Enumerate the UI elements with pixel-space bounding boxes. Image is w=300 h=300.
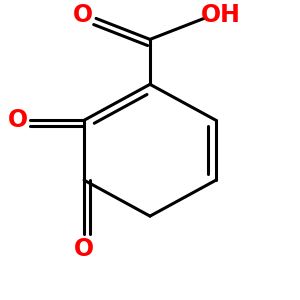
Text: O: O bbox=[73, 3, 93, 27]
Text: OH: OH bbox=[200, 3, 240, 27]
Text: O: O bbox=[74, 237, 94, 261]
Text: O: O bbox=[8, 108, 28, 132]
